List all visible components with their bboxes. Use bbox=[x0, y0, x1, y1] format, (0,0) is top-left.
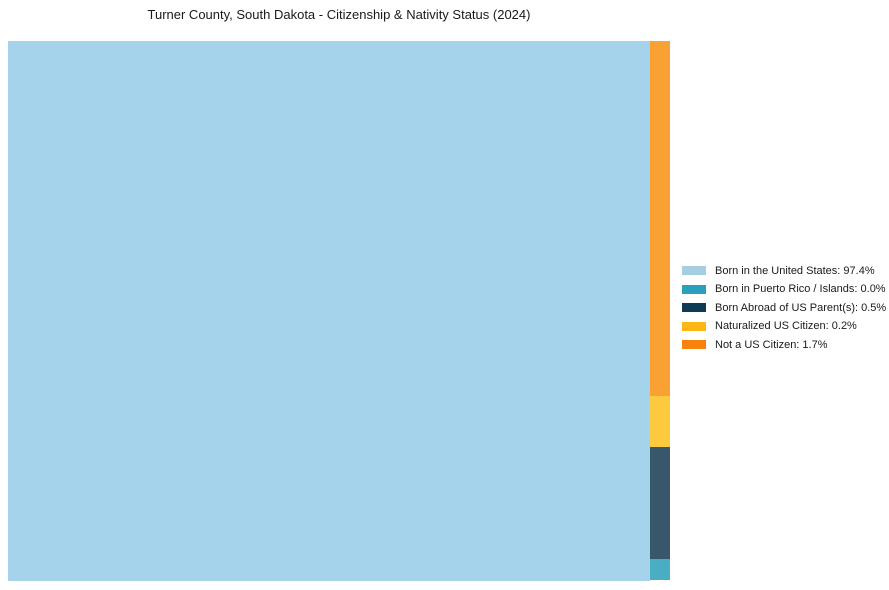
treemap-rect-naturalized-us-citizen bbox=[650, 396, 670, 447]
legend-swatch-born-abroad-of-us-parents bbox=[682, 303, 706, 313]
legend-swatch-born-in-puerto-rico-islands bbox=[682, 284, 706, 294]
treemap-strip bbox=[650, 41, 670, 580]
treemap-rect-born-in-puerto-rico-islands bbox=[650, 559, 670, 580]
legend-swatch-born-in-us bbox=[682, 266, 706, 275]
legend-label-naturalized-us-citizen: Naturalized US Citizen: 0.2% bbox=[715, 320, 857, 333]
legend-label-born-in-us: Born in the United States: 97.4% bbox=[715, 264, 875, 277]
legend-row-born-in-us: Born in the United States: 97.4% bbox=[682, 264, 886, 277]
legend-swatch-not-a-us-citizen bbox=[682, 340, 706, 350]
legend: Born in the United States: 97.4% Born in… bbox=[682, 264, 886, 357]
legend-swatch-naturalized-us-citizen bbox=[682, 321, 706, 331]
treemap-rect-born-abroad-of-us-parents bbox=[650, 447, 670, 559]
legend-label-not-a-us-citizen: Not a US Citizen: 1.7% bbox=[715, 338, 828, 351]
legend-row-naturalized-us-citizen: Naturalized US Citizen: 0.2% bbox=[682, 320, 886, 333]
legend-row-born-abroad-of-us-parents: Born Abroad of US Parent(s): 0.5% bbox=[682, 301, 886, 314]
chart-title: Turner County, South Dakota - Citizenshi… bbox=[147, 7, 531, 22]
legend-row-not-a-us-citizen: Not a US Citizen: 1.7% bbox=[682, 338, 886, 351]
legend-label-born-abroad-of-us-parents: Born Abroad of US Parent(s): 0.5% bbox=[715, 301, 887, 314]
legend-label-born-in-puerto-rico-islands: Born in Puerto Rico / Islands: 0.0% bbox=[715, 283, 886, 296]
legend-row-born-in-puerto-rico-islands: Born in Puerto Rico / Islands: 0.0% bbox=[682, 283, 886, 296]
treemap-rect-not-a-us-citizen bbox=[650, 41, 670, 396]
treemap-rect-born-in-us bbox=[8, 41, 650, 581]
